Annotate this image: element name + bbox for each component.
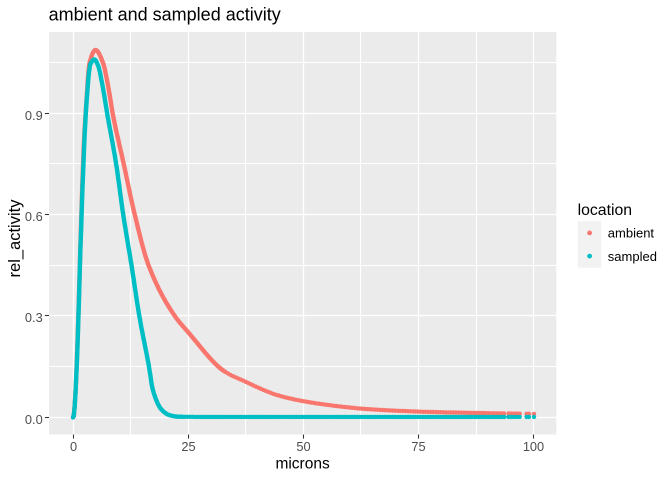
svg-text:location: location bbox=[578, 202, 632, 219]
svg-text:100: 100 bbox=[523, 439, 544, 454]
svg-text:25: 25 bbox=[181, 439, 195, 454]
svg-text:0.0: 0.0 bbox=[25, 412, 43, 427]
svg-text:ambient and sampled activity: ambient and sampled activity bbox=[49, 5, 281, 25]
svg-text:0: 0 bbox=[70, 439, 77, 454]
svg-text:0.3: 0.3 bbox=[25, 310, 43, 325]
svg-text:50: 50 bbox=[296, 439, 310, 454]
svg-text:75: 75 bbox=[411, 439, 425, 454]
svg-text:sampled: sampled bbox=[608, 249, 657, 264]
svg-text:ambient: ambient bbox=[608, 226, 655, 241]
svg-text:0.9: 0.9 bbox=[25, 108, 43, 123]
svg-text:microns: microns bbox=[275, 456, 330, 473]
svg-text:rel_activity: rel_activity bbox=[6, 199, 24, 278]
svg-text:0.6: 0.6 bbox=[25, 209, 43, 224]
